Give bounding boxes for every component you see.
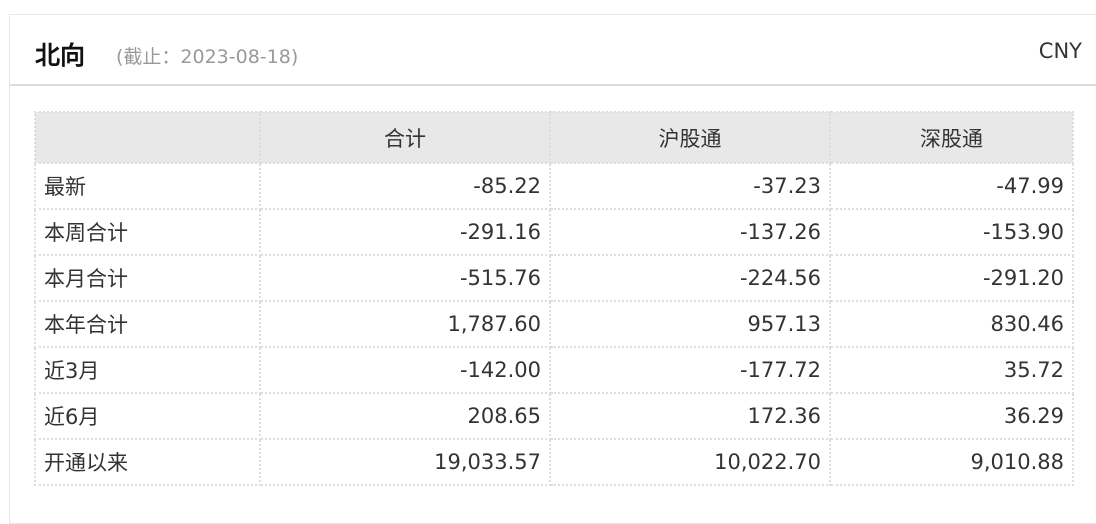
column-header-shenzhen-connect: 深股通: [829, 111, 1074, 164]
flow-table: 合计 沪股通 深股通 最新 -85.22 -37.23 -47.99 本周合计 -291.…: [34, 111, 1074, 486]
row-label: 最新: [34, 162, 261, 210]
row-value: -177.72: [549, 346, 831, 394]
row-value: -85.22: [259, 162, 551, 210]
row-label: 开通以来: [34, 438, 261, 486]
row-value: -37.23: [549, 162, 831, 210]
row-value: 1,787.60: [259, 300, 551, 348]
panel-header: 北向 (截止：2023-08-18) CNY: [9, 14, 1096, 86]
row-label: 本月合计: [34, 254, 261, 302]
table-row: 本月合计 -515.76 -224.56 -291.20: [34, 254, 1074, 302]
column-header-label: [34, 111, 261, 164]
table-row: 本周合计 -291.16 -137.26 -153.90: [34, 208, 1074, 256]
table-row: 本年合计 1,787.60 957.13 830.46: [34, 300, 1074, 348]
row-value: -137.26: [549, 208, 831, 256]
column-header-total: 合计: [259, 111, 551, 164]
table-row: 近3月 -142.00 -177.72 35.72: [34, 346, 1074, 394]
currency-label: CNY: [1038, 39, 1082, 63]
row-value: 172.36: [549, 392, 831, 440]
row-value: 10,022.70: [549, 438, 831, 486]
row-label: 近3月: [34, 346, 261, 394]
row-value: 9,010.88: [829, 438, 1074, 486]
row-value: 830.46: [829, 300, 1074, 348]
row-label: 本周合计: [34, 208, 261, 256]
panel-title: 北向: [35, 41, 86, 70]
row-value: -291.16: [259, 208, 551, 256]
row-value: 19,033.57: [259, 438, 551, 486]
row-value: -142.00: [259, 346, 551, 394]
row-value: -515.76: [259, 254, 551, 302]
column-header-shanghai-connect: 沪股通: [549, 111, 831, 164]
table-header-row: 合计 沪股通 深股通: [34, 111, 1074, 164]
row-value: 957.13: [549, 300, 831, 348]
table-row: 最新 -85.22 -37.23 -47.99: [34, 162, 1074, 210]
row-label: 近6月: [34, 392, 261, 440]
row-value: -291.20: [829, 254, 1074, 302]
row-value: -224.56: [549, 254, 831, 302]
row-value: -153.90: [829, 208, 1074, 256]
row-value: 208.65: [259, 392, 551, 440]
row-label: 本年合计: [34, 300, 261, 348]
table-row: 近6月 208.65 172.36 36.29: [34, 392, 1074, 440]
row-value: -47.99: [829, 162, 1074, 210]
row-value: 35.72: [829, 346, 1074, 394]
table-row: 开通以来 19,033.57 10,022.70 9,010.88: [34, 438, 1074, 486]
row-value: 36.29: [829, 392, 1074, 440]
as-of-date: (截止：2023-08-18): [116, 46, 299, 68]
